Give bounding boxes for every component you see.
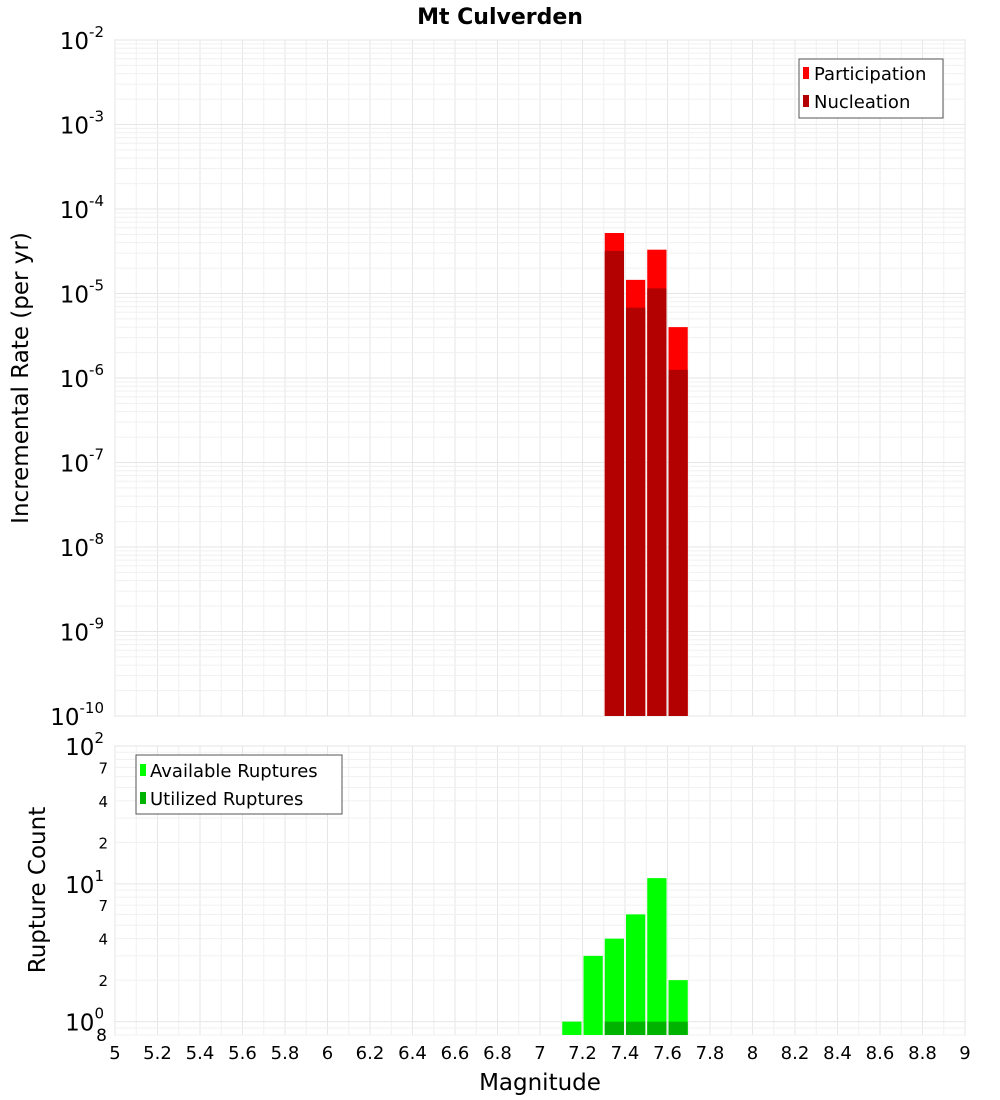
x-tick-label: 8.6 bbox=[866, 1043, 895, 1064]
x-axis-label: Magnitude bbox=[479, 1070, 601, 1096]
count-bars bbox=[562, 878, 688, 1035]
count-y-axis-label: Rupture Count bbox=[25, 807, 51, 973]
chart-title: Mt Culverden bbox=[417, 5, 583, 30]
utilized-ruptures-bar bbox=[626, 1021, 646, 1035]
available-ruptures-bar bbox=[626, 914, 646, 1035]
x-tick-label: 5.4 bbox=[186, 1043, 215, 1064]
available-ruptures-bar bbox=[604, 938, 624, 1035]
available-ruptures-bar bbox=[647, 878, 667, 1035]
rate-bars bbox=[604, 232, 688, 716]
count-y-tick-label: 100 bbox=[65, 1005, 104, 1037]
count-legend: Available Ruptures Utilized Ruptures bbox=[135, 754, 343, 815]
count-y-tick-label: 7 bbox=[98, 759, 108, 777]
rate-legend-box bbox=[798, 58, 944, 119]
x-tick-label: 7 bbox=[534, 1043, 545, 1064]
x-tick-label: 6.2 bbox=[356, 1043, 385, 1064]
rate-y-tick-label: 10-7 bbox=[60, 446, 104, 478]
participation-legend-swatch bbox=[803, 67, 809, 79]
x-tick-label: 9 bbox=[959, 1043, 970, 1064]
count-legend-box bbox=[135, 754, 343, 815]
available-ruptures-bar bbox=[583, 955, 603, 1035]
rate-y-tick-label: 10-6 bbox=[60, 361, 104, 393]
utilized-ruptures-legend-swatch bbox=[140, 792, 146, 804]
rate-y-tick-labels: 10-10 10-9 10-8 10-7 10-6 10-5 10-4 10-3 10-2 bbox=[50, 23, 104, 731]
available-ruptures-bar bbox=[562, 1021, 582, 1035]
x-tick-label: 6.4 bbox=[398, 1043, 427, 1064]
x-tick-label: 7.8 bbox=[696, 1043, 725, 1064]
rate-y-tick-label: 10-2 bbox=[60, 23, 104, 55]
x-tick-label: 6.6 bbox=[441, 1043, 470, 1064]
x-tick-label: 5.2 bbox=[143, 1043, 172, 1064]
count-y-tick-label: 7 bbox=[98, 897, 108, 915]
utilized-ruptures-bar bbox=[647, 1021, 667, 1035]
x-tick-label: 8 bbox=[747, 1043, 758, 1064]
utilized-ruptures-legend-label: Utilized Ruptures bbox=[150, 789, 303, 810]
available-ruptures-bar bbox=[668, 980, 688, 1035]
count-y-tick-label: 102 bbox=[65, 729, 104, 761]
x-tick-label: 7.6 bbox=[653, 1043, 682, 1064]
x-tick-label: 8.8 bbox=[908, 1043, 937, 1064]
utilized-ruptures-bar bbox=[604, 1021, 624, 1035]
x-tick-label: 5.8 bbox=[271, 1043, 300, 1064]
rate-legend: Participation Nucleation bbox=[798, 58, 944, 119]
nucleation-legend-label: Nucleation bbox=[814, 92, 910, 113]
nucleation-bar bbox=[668, 369, 688, 716]
participation-legend-label: Participation bbox=[814, 64, 926, 85]
x-tick-label: 7.4 bbox=[611, 1043, 640, 1064]
x-tick-label: 5 bbox=[109, 1043, 120, 1064]
rate-y-tick-label: 10-5 bbox=[60, 277, 104, 309]
x-tick-label: 7.2 bbox=[568, 1043, 597, 1064]
rate-y-tick-label: 10-3 bbox=[60, 108, 104, 140]
count-y-tick-label: 4 bbox=[98, 931, 108, 949]
nucleation-bar bbox=[647, 288, 667, 716]
x-tick-label: 8.4 bbox=[823, 1043, 852, 1064]
x-tick-labels: 5 5.2 5.4 5.6 5.8 6 6.2 6.4 6.6 6.8 7 7.2 7.4 7.6 7.8 8… bbox=[109, 1043, 970, 1064]
rate-y-axis-label: Incremental Rate (per yr) bbox=[8, 232, 34, 524]
count-y-tick-label: 2 bbox=[98, 834, 108, 852]
rate-y-tick-label: 10-4 bbox=[60, 192, 104, 224]
rate-y-tick-label: 10-10 bbox=[50, 699, 104, 731]
count-y-bottom-label: 8 bbox=[96, 1026, 107, 1046]
count-y-tick-label: 101 bbox=[65, 867, 104, 899]
x-tick-label: 5.6 bbox=[228, 1043, 257, 1064]
x-tick-label: 6.8 bbox=[483, 1043, 512, 1064]
nucleation-bar bbox=[604, 250, 624, 716]
nucleation-bar bbox=[626, 307, 646, 716]
rate-gridlines bbox=[114, 39, 966, 717]
rate-y-tick-label: 10-9 bbox=[60, 615, 104, 647]
utilized-ruptures-bar bbox=[668, 1021, 688, 1035]
rate-y-tick-label: 10-8 bbox=[60, 530, 104, 562]
count-y-tick-label: 4 bbox=[98, 793, 108, 811]
rate-panel: 10-10 10-9 10-8 10-7 10-6 10-5 10-4 10-3 10-2 In… bbox=[8, 23, 966, 731]
nucleation-legend-swatch bbox=[803, 95, 809, 107]
available-ruptures-legend-swatch bbox=[140, 764, 146, 776]
count-y-tick-label: 2 bbox=[98, 972, 108, 990]
available-ruptures-legend-label: Available Ruptures bbox=[150, 761, 318, 782]
x-tick-label: 8.2 bbox=[781, 1043, 810, 1064]
x-tick-label: 6 bbox=[322, 1043, 333, 1064]
